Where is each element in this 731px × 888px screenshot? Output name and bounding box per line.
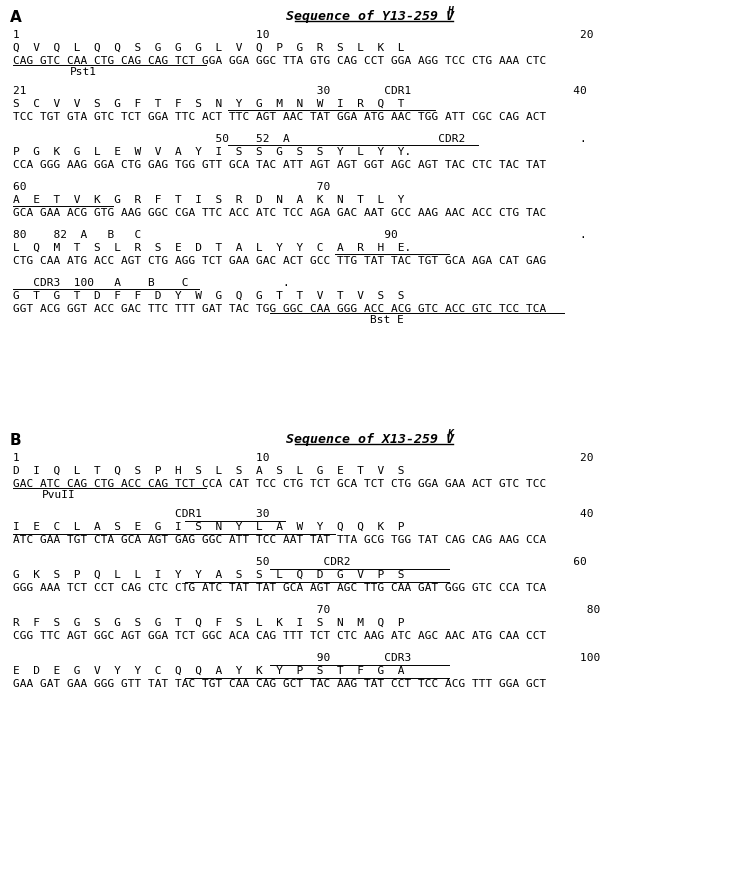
Text: 50        CDR2                                 60: 50 CDR2 60 — [13, 557, 587, 567]
Text: TCC TGT GTA GTC TCT GGA TTC ACT TTC AGT AAC TAT GGA ATG AAC TGG ATT CGC CAG ACT: TCC TGT GTA GTC TCT GGA TTC ACT TTC AGT … — [13, 112, 546, 122]
Text: G  K  S  P  Q  L  L  I  Y  Y  A  S  S  L  Q  D  G  V  P  S: G K S P Q L L I Y Y A S S L Q D G V P S — [13, 570, 404, 580]
Text: CAG GTC CAA CTG CAG CAG TCT GGA GGA GGC TTA GTG CAG CCT GGA AGG TCC CTG AAA CTC: CAG GTC CAA CTG CAG CAG TCT GGA GGA GGC … — [13, 56, 546, 66]
Text: G  T  G  T  D  F  F  D  Y  W  G  Q  G  T  T  V  T  V  S  S: G T G T D F F D Y W G Q G T T V T V S S — [13, 291, 404, 301]
Text: R  F  S  G  S  G  S  G  T  Q  F  S  L  K  I  S  N  M  Q  P: R F S G S G S G T Q F S L K I S N M Q P — [13, 618, 404, 628]
Text: E  D  E  G  V  Y  Y  C  Q  Q  A  Y  K  Y  P  S  T  F  G  A: E D E G V Y Y C Q Q A Y K Y P S T F G A — [13, 666, 404, 676]
Text: 90        CDR3                         100: 90 CDR3 100 — [13, 653, 600, 663]
Text: GGT ACG GGT ACC GAC TTC TTT GAT TAC TGG GGC CAA GGG ACC ACG GTC ACC GTC TCC TCA: GGT ACG GGT ACC GAC TTC TTT GAT TAC TGG … — [13, 304, 546, 314]
Text: 1                                   10                                          : 1 10 — [13, 453, 594, 463]
Text: L  Q  M  T  S  L  R  S  E  D  T  A  L  Y  Y  C  A  R  H  E.: L Q M T S L R S E D T A L Y Y C A R H E. — [13, 243, 412, 253]
Text: P  G  K  G  L  E  W  V  A  Y  I  S  S  G  S  S  Y  L  Y  Y.: P G K G L E W V A Y I S S G S S Y L Y Y. — [13, 147, 412, 157]
Text: CCA GGG AAG GGA CTG GAG TGG GTT GCA TAC ATT AGT AGT GGT AGC AGT TAC CTC TAC TAT: CCA GGG AAG GGA CTG GAG TGG GTT GCA TAC … — [13, 160, 546, 170]
Text: A: A — [10, 10, 22, 25]
Text: 70                                      80: 70 80 — [13, 605, 600, 615]
Text: Sequence of Y13-259 V: Sequence of Y13-259 V — [286, 10, 454, 23]
Text: CDR3  100   A    B    C              .: CDR3 100 A B C . — [13, 278, 289, 288]
Text: I  E  C  L  A  S  E  G  I  S  N  Y  L  A  W  Y  Q  Q  K  P: I E C L A S E G I S N Y L A W Y Q Q K P — [13, 522, 404, 532]
Text: GAA GAT GAA GGG GTT TAT TAC TGT CAA CAG GCT TAC AAG TAT CCT TCC ACG TTT GGA GCT: GAA GAT GAA GGG GTT TAT TAC TGT CAA CAG … — [13, 679, 546, 689]
Text: GCA GAA ACG GTG AAG GGC CGA TTC ACC ATC TCC AGA GAC AAT GCC AAG AAC ACC CTG TAC: GCA GAA ACG GTG AAG GGC CGA TTC ACC ATC … — [13, 208, 546, 218]
Text: A  E  T  V  K  G  R  F  T  I  S  R  D  N  A  K  N  T  L  Y: A E T V K G R F T I S R D N A K N T L Y — [13, 195, 404, 205]
Text: PvuII: PvuII — [42, 490, 75, 500]
Text: CTG CAA ATG ACC AGT CTG AGG TCT GAA GAC ACT GCC TTG TAT TAC TGT GCA AGA CAT GAG: CTG CAA ATG ACC AGT CTG AGG TCT GAA GAC … — [13, 256, 546, 266]
Text: 21                                           30        CDR1                     : 21 30 CDR1 — [13, 86, 587, 96]
Text: CGG TTC AGT GGC AGT GGA TCT GGC ACA CAG TTT TCT CTC AAG ATC AGC AAC ATG CAA CCT: CGG TTC AGT GGC AGT GGA TCT GGC ACA CAG … — [13, 631, 546, 641]
Text: 80    82  A   B   C                                    90                       : 80 82 A B C 90 — [13, 230, 587, 240]
Text: 50    52  A                      CDR2                 .: 50 52 A CDR2 . — [13, 134, 587, 144]
Text: Bst E: Bst E — [371, 315, 404, 325]
Text: CDR1        30                                              40: CDR1 30 40 — [13, 509, 594, 519]
Text: S  C  V  V  S  G  F  T  F  S  N  Y  G  M  N  W  I  R  Q  T: S C V V S G F T F S N Y G M N W I R Q T — [13, 99, 404, 109]
Text: Sequence of X13-259 V: Sequence of X13-259 V — [286, 433, 454, 446]
Text: B: B — [10, 433, 22, 448]
Text: H: H — [447, 6, 453, 16]
Text: Pst1: Pst1 — [70, 67, 97, 77]
Text: K: K — [447, 429, 453, 439]
Text: GGG AAA TCT CCT CAG CTC CTG ATC TAT TAT GCA AGT AGC TTG CAA GAT GGG GTC CCA TCA: GGG AAA TCT CCT CAG CTC CTG ATC TAT TAT … — [13, 583, 546, 593]
Text: 1                                   10                                          : 1 10 — [13, 30, 594, 40]
Text: ATC GAA TGT CTA GCA AGT GAG GGC ATT TCC AAT TAT TTA GCG TGG TAT CAG CAG AAG CCA: ATC GAA TGT CTA GCA AGT GAG GGC ATT TCC … — [13, 535, 546, 545]
Text: GAC ATC CAG CTG ACC CAG TCT CCA CAT TCC CTG TCT GCA TCT CTG GGA GAA ACT GTC TCC: GAC ATC CAG CTG ACC CAG TCT CCA CAT TCC … — [13, 479, 546, 489]
Text: D  I  Q  L  T  Q  S  P  H  S  L  S  A  S  L  G  E  T  V  S: D I Q L T Q S P H S L S A S L G E T V S — [13, 466, 404, 476]
Text: 60                                           70: 60 70 — [13, 182, 330, 192]
Text: Q  V  Q  L  Q  Q  S  G  G  G  L  V  Q  P  G  R  S  L  K  L: Q V Q L Q Q S G G G L V Q P G R S L K L — [13, 43, 404, 53]
